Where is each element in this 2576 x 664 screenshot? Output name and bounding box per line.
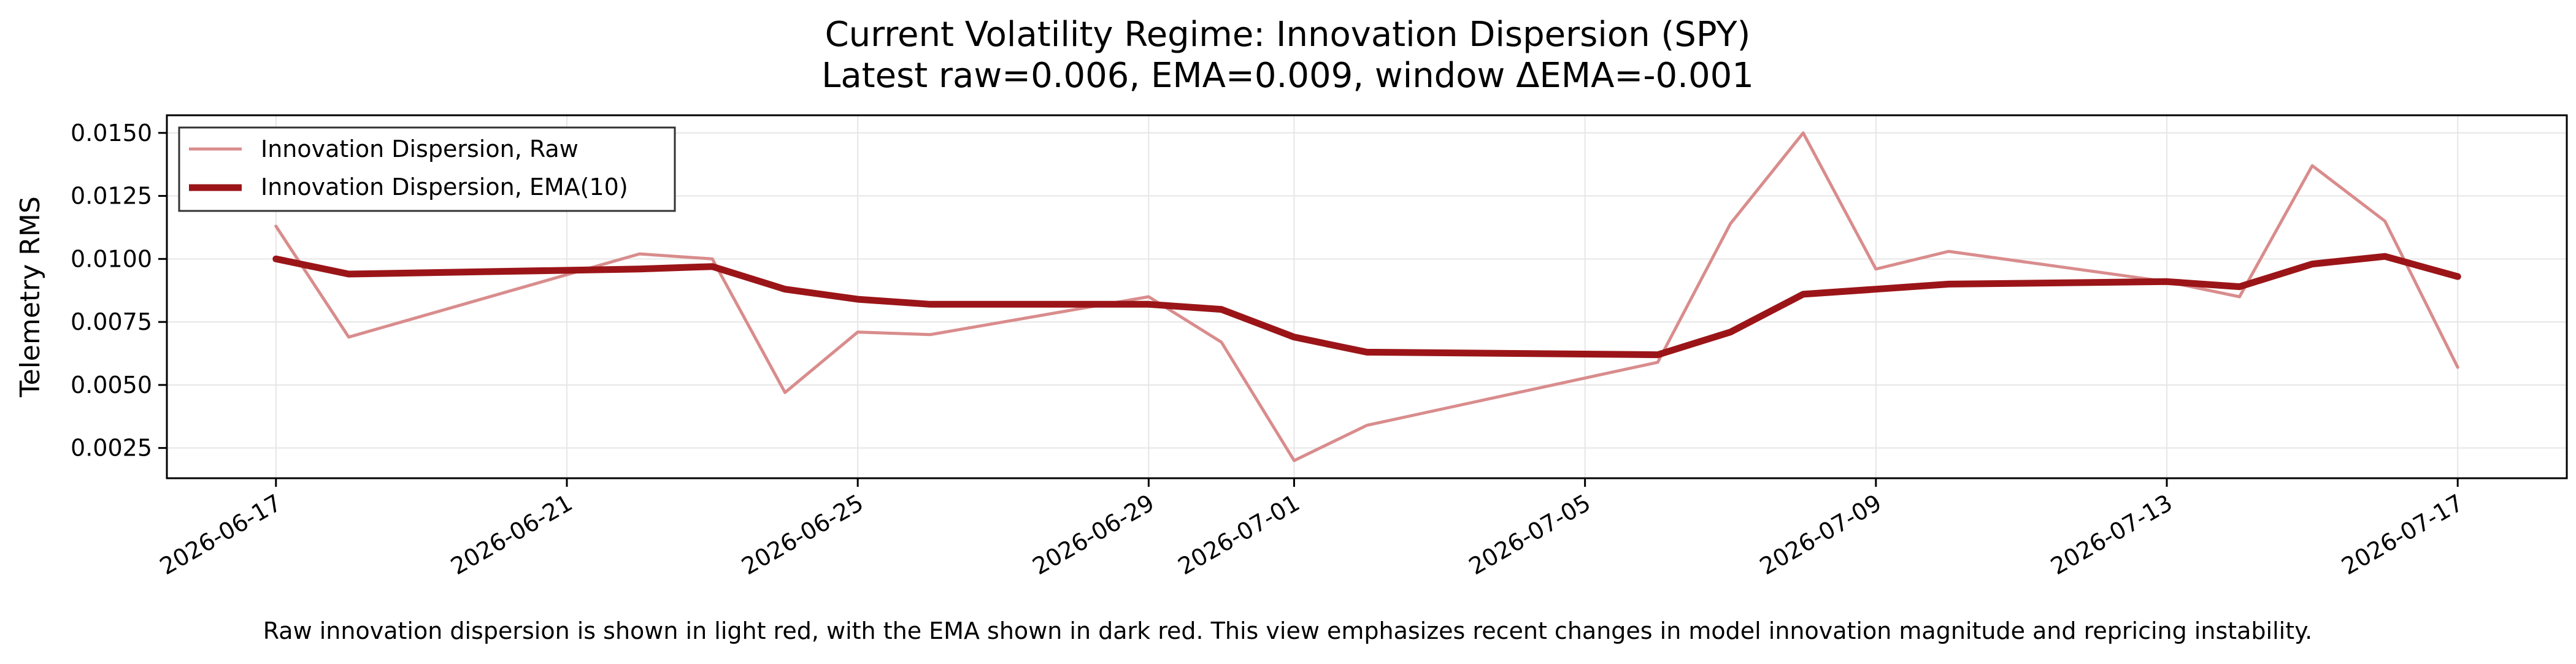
x-tick-label: 2026-07-01 — [1174, 489, 1304, 581]
y-tick-label: 0.0150 — [71, 120, 152, 147]
y-tick-label: 0.0075 — [71, 308, 152, 335]
x-tick-label: 2026-06-25 — [737, 489, 867, 581]
legend-label-ema: Innovation Dispersion, EMA(10) — [261, 174, 628, 200]
x-tick-label: 2026-07-09 — [1755, 489, 1886, 581]
y-tick-label: 0.0100 — [71, 245, 152, 272]
legend-box — [178, 126, 676, 212]
series-line-raw — [274, 131, 2459, 462]
chart-caption: Raw innovation dispersion is shown in li… — [263, 617, 2313, 644]
y-tick-label: 0.0125 — [71, 183, 152, 210]
y-tick-label: 0.0025 — [71, 435, 152, 462]
x-tick-label: 2026-06-17 — [155, 489, 286, 581]
series-line-ema — [272, 253, 2461, 359]
x-tick-label: 2026-07-05 — [1464, 489, 1595, 581]
y-axis-label: Telemetry RMS — [15, 196, 46, 398]
plot-area-frame — [166, 114, 2568, 479]
y-axis-ticks: 0.0025 0.0050 0.0075 0.0100 0.0125 0.0150 — [71, 120, 167, 462]
x-tick-label: 2026-06-29 — [1028, 489, 1159, 581]
y-tick-label: 0.0050 — [71, 372, 152, 399]
legend: Innovation Dispersion, Raw Innovation Di… — [178, 126, 676, 212]
x-axis-ticks: 2026-06-17 2026-06-21 2026-06-25 2026-06-29… — [155, 478, 2468, 580]
x-tick-label: 2026-06-21 — [446, 489, 577, 581]
chart-subtitle: Latest raw=0.006, EMA=0.009, window ΔEMA… — [821, 56, 1754, 96]
series-layer — [272, 131, 2461, 462]
x-tick-label: 2026-07-13 — [2046, 489, 2177, 581]
legend-label-raw: Innovation Dispersion, Raw — [261, 135, 579, 162]
x-tick-label: 2026-07-17 — [2337, 489, 2467, 581]
chart-title: Current Volatility Regime: Innovation Di… — [825, 15, 1751, 55]
